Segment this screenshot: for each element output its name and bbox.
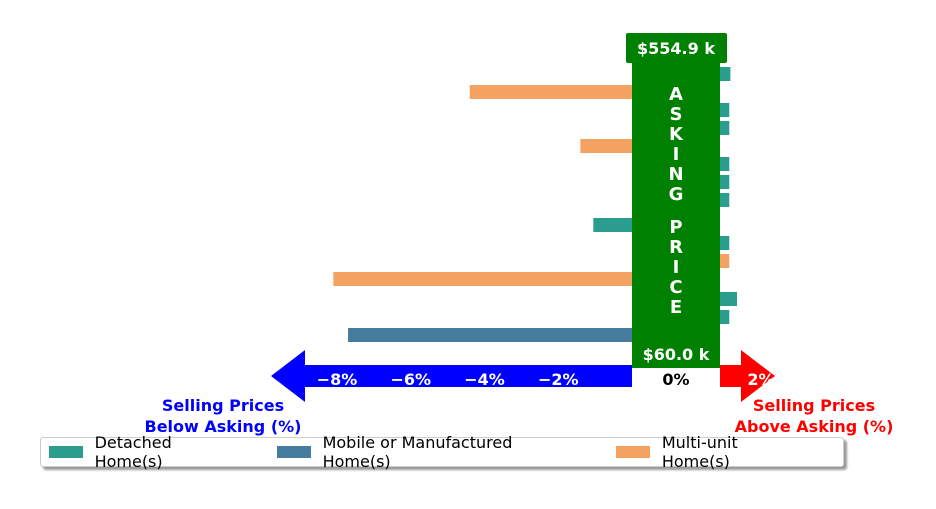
bar-layer bbox=[333, 67, 737, 342]
x-label-above-asking-line-1: Above Asking (%) bbox=[735, 417, 894, 436]
price-max-box bbox=[626, 33, 727, 63]
x-label-below-asking-line-0: Selling Prices bbox=[162, 396, 284, 415]
asking-band-rect bbox=[632, 62, 720, 368]
asking-letter-4: N bbox=[668, 164, 683, 185]
x-tick-label-2: −4% bbox=[464, 370, 505, 389]
asking-letter-7: P bbox=[669, 217, 682, 238]
bar-multi-unit-home-s--11 bbox=[333, 272, 632, 286]
legend-swatch-1 bbox=[277, 446, 311, 458]
legend-swatch-0 bbox=[49, 446, 83, 458]
bar-detached-home-s--6 bbox=[720, 175, 730, 189]
price-max-label: $554.9 k bbox=[637, 39, 715, 58]
bar-multi-unit-home-s--4 bbox=[580, 139, 632, 153]
bar-detached-home-s--8 bbox=[593, 218, 632, 232]
bar-multi-unit-home-s--1 bbox=[469, 85, 632, 99]
price-min-label: $60.0 k bbox=[643, 345, 710, 364]
legend-swatch-2 bbox=[616, 446, 650, 458]
legend-item-0: Detached Home(s) bbox=[49, 433, 243, 471]
asking-letter-3: I bbox=[673, 144, 680, 165]
asking-letter-2: K bbox=[669, 124, 684, 145]
legend-label-1: Mobile or Manufactured Home(s) bbox=[322, 433, 513, 471]
x-axis: −8% −6% −4% −2% 0% 2% bbox=[271, 350, 775, 402]
asking-letter-0: A bbox=[669, 84, 683, 105]
asking-letter-9: I bbox=[673, 257, 680, 278]
bar-mobile-or-manufactured-home-s--14 bbox=[348, 328, 632, 342]
legend: Detached Home(s) Mobile or Manufactured H… bbox=[40, 433, 844, 471]
asking-letter-10: C bbox=[669, 277, 682, 298]
bar-multi-unit-home-s--10 bbox=[720, 254, 730, 268]
legend-item-2: Multi-unit Home(s) bbox=[616, 433, 809, 471]
x-tick-label-0: −8% bbox=[317, 370, 358, 389]
asking-letter-11: E bbox=[670, 297, 682, 318]
bar-detached-home-s--3 bbox=[720, 121, 730, 135]
legend-item-1: Mobile or Manufactured Home(s) bbox=[277, 433, 582, 471]
x-label-below-asking: Selling Prices Below Asking (%) bbox=[145, 396, 302, 436]
x-label-above-asking-line-0: Selling Prices bbox=[753, 396, 875, 415]
legend-label-0: Detached Home(s) bbox=[94, 433, 172, 471]
x-label-above-asking: Selling Prices Above Asking (%) bbox=[735, 396, 894, 436]
arrow-above-asking bbox=[720, 350, 775, 402]
bar-detached-home-s--0 bbox=[720, 67, 731, 81]
x-tick-label-4: 0% bbox=[662, 370, 689, 389]
bar-detached-home-s--7 bbox=[720, 193, 730, 207]
x-tick-label-5: 2% bbox=[747, 370, 774, 389]
x-tick-label-3: −2% bbox=[538, 370, 579, 389]
bar-detached-home-s--13 bbox=[720, 310, 730, 324]
asking-letter-5: G bbox=[669, 184, 684, 205]
asking-letter-1: S bbox=[670, 104, 683, 125]
legend-label-2: Multi-unit Home(s) bbox=[661, 433, 738, 471]
x-label-below-asking-line-1: Below Asking (%) bbox=[145, 417, 302, 436]
bar-detached-home-s--9 bbox=[720, 236, 730, 250]
bar-detached-home-s--12 bbox=[720, 292, 737, 306]
asking-letter-8: R bbox=[669, 237, 683, 258]
x-tick-label-1: −6% bbox=[390, 370, 431, 389]
bar-detached-home-s--5 bbox=[720, 157, 730, 171]
arrow-below-asking bbox=[271, 350, 632, 402]
bar-detached-home-s--2 bbox=[720, 103, 730, 117]
